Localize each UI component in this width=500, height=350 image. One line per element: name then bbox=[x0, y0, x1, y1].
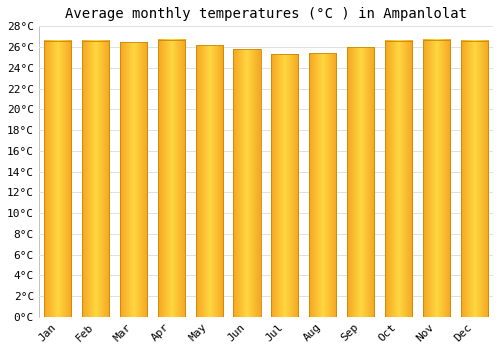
Title: Average monthly temperatures (°C ) in Ampanlolat: Average monthly temperatures (°C ) in Am… bbox=[65, 7, 467, 21]
